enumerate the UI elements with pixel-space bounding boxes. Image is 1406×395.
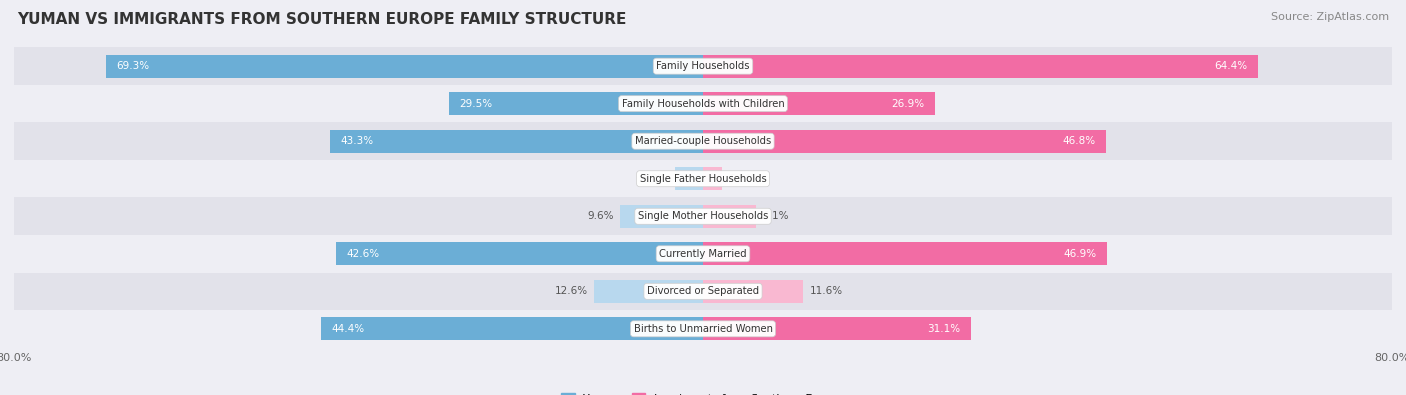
Bar [14, 235, 1392, 273]
Bar [14, 122, 1392, 160]
Bar [107, 55, 703, 78]
Text: Births to Unmarried Women: Births to Unmarried Women [634, 324, 772, 334]
Bar [449, 92, 703, 115]
Text: Family Households with Children: Family Households with Children [621, 99, 785, 109]
Bar [595, 280, 703, 303]
Text: 31.1%: 31.1% [928, 324, 960, 334]
Bar [14, 273, 1392, 310]
Text: Single Mother Households: Single Mother Households [638, 211, 768, 221]
Bar [336, 242, 703, 265]
Legend: Yuman, Immigrants from Southern Europe: Yuman, Immigrants from Southern Europe [557, 389, 849, 395]
Text: 42.6%: 42.6% [346, 249, 380, 259]
Text: 11.6%: 11.6% [810, 286, 844, 296]
Bar [703, 205, 755, 228]
Text: 2.2%: 2.2% [728, 174, 755, 184]
Text: 12.6%: 12.6% [554, 286, 588, 296]
Bar [703, 167, 721, 190]
Text: Married-couple Households: Married-couple Households [636, 136, 770, 146]
Text: Currently Married: Currently Married [659, 249, 747, 259]
Text: 3.3%: 3.3% [641, 174, 668, 184]
Text: 64.4%: 64.4% [1215, 61, 1247, 71]
Bar [14, 47, 1392, 85]
Text: 9.6%: 9.6% [586, 211, 613, 221]
Text: YUMAN VS IMMIGRANTS FROM SOUTHERN EUROPE FAMILY STRUCTURE: YUMAN VS IMMIGRANTS FROM SOUTHERN EUROPE… [17, 12, 626, 27]
Text: Family Households: Family Households [657, 61, 749, 71]
Text: 69.3%: 69.3% [117, 61, 149, 71]
Bar [703, 130, 1107, 153]
Bar [14, 310, 1392, 348]
Bar [703, 317, 970, 340]
Bar [14, 160, 1392, 198]
Bar [14, 198, 1392, 235]
Bar [321, 317, 703, 340]
Text: 29.5%: 29.5% [460, 99, 492, 109]
Bar [620, 205, 703, 228]
Bar [703, 280, 803, 303]
Bar [330, 130, 703, 153]
Bar [703, 242, 1107, 265]
Text: Single Father Households: Single Father Households [640, 174, 766, 184]
Bar [14, 85, 1392, 122]
Text: 26.9%: 26.9% [891, 99, 924, 109]
Bar [703, 92, 935, 115]
Text: Source: ZipAtlas.com: Source: ZipAtlas.com [1271, 12, 1389, 22]
Text: 43.3%: 43.3% [340, 136, 374, 146]
Bar [703, 55, 1257, 78]
Text: 44.4%: 44.4% [330, 324, 364, 334]
Text: 46.8%: 46.8% [1063, 136, 1095, 146]
Text: 46.9%: 46.9% [1063, 249, 1097, 259]
Text: 6.1%: 6.1% [762, 211, 789, 221]
Bar [675, 167, 703, 190]
Text: Divorced or Separated: Divorced or Separated [647, 286, 759, 296]
